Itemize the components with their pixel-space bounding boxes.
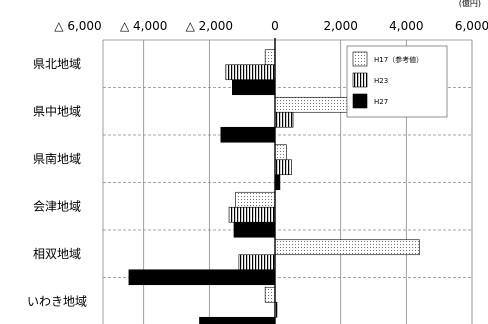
legend-swatch-dotted	[352, 51, 368, 67]
legend: H17（参考値） H23 H27	[346, 45, 448, 118]
x-tick-label: 0	[271, 19, 279, 33]
bar-solid	[233, 221, 276, 238]
bar-dotted	[274, 239, 420, 256]
bar-vstripe	[238, 254, 276, 271]
x-tick-label: △ 6,000	[54, 19, 101, 33]
unit-label: (億円)	[459, 0, 481, 8]
legend-swatch-solid	[352, 93, 368, 109]
bar-dotted	[274, 96, 348, 113]
bar-solid	[199, 316, 276, 324]
category-label: いわき地域	[27, 294, 87, 308]
legend-label: H17（参考値）	[374, 55, 423, 64]
bar-dotted	[274, 144, 287, 161]
legend-swatch-vstripe	[352, 72, 368, 88]
bar-vstripe	[274, 159, 292, 176]
legend-label: H27	[374, 98, 388, 106]
x-tick-label: △ 4,000	[120, 19, 167, 33]
bar-vstripe	[225, 64, 276, 81]
x-tick-label: 6,000	[455, 19, 488, 33]
x-tick-label: 4,000	[389, 19, 423, 33]
bar-solid	[220, 126, 276, 143]
x-tick-label: △ 2,000	[186, 19, 233, 33]
bar-dotted	[264, 49, 276, 66]
bar-solid	[274, 174, 281, 191]
category-label: 県南地域	[33, 151, 81, 166]
category-label: 会津地域	[33, 199, 81, 213]
bar-vstripe	[228, 206, 276, 223]
category-label: 相双地域	[33, 247, 81, 261]
bar-solid	[232, 79, 276, 96]
legend-label: H23	[374, 77, 388, 85]
bar-dotted	[235, 191, 276, 208]
bar-solid	[128, 269, 276, 286]
bar-dotted	[264, 286, 276, 303]
category-label: 県中地域	[33, 103, 81, 118]
bar-vstripe	[274, 111, 294, 128]
category-label: 県北地域	[33, 57, 81, 71]
x-tick-label: 2,000	[323, 19, 357, 33]
